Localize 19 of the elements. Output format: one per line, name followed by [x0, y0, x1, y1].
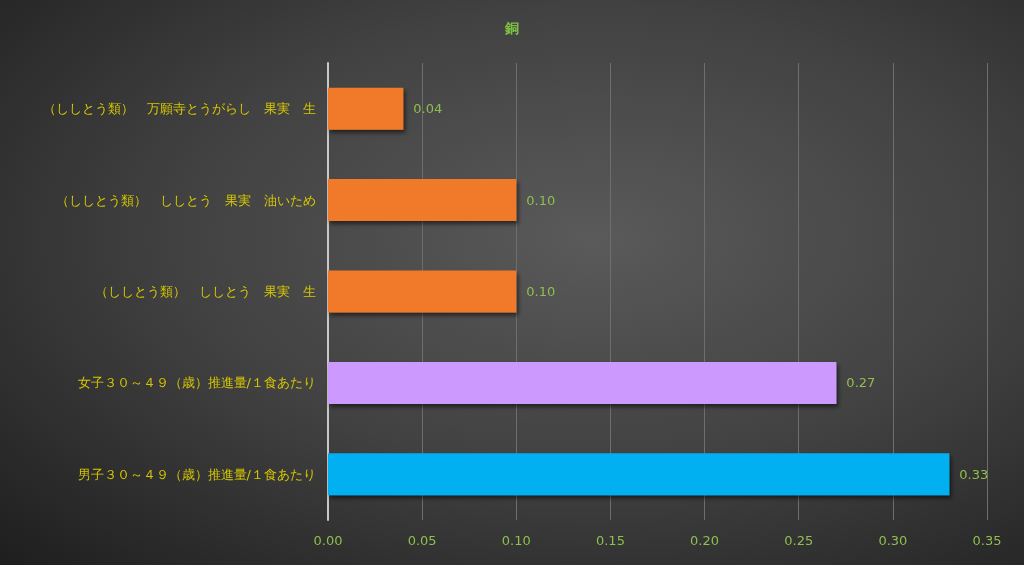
x-tick-label: 0.05 [407, 533, 437, 548]
y-tick-label: （ししとう類） ししとう 果実 生 [95, 284, 316, 299]
x-tick-label: 0.00 [313, 533, 343, 548]
x-tick-label: 0.15 [595, 533, 625, 548]
x-tick-label: 0.30 [878, 533, 908, 548]
chart-title: 銅 [504, 20, 519, 36]
data-label: 0.04 [413, 101, 443, 117]
x-tick-label: 0.35 [972, 533, 1002, 548]
y-tick-label: 男子３０～４９（歳）推進量/１食あたり [77, 466, 316, 482]
y-tick-label: 女子３０～４９（歳）推進量/１食あたり [77, 375, 316, 391]
data-label: 0.10 [526, 284, 556, 299]
y-tick-label: （ししとう類） ししとう 果実 油いため [56, 192, 316, 208]
x-tick-label: 0.25 [784, 533, 814, 548]
data-label: 0.33 [959, 466, 989, 482]
x-tick-label: 0.10 [501, 533, 531, 548]
data-label: 0.27 [846, 375, 876, 391]
y-tick-label: （ししとう類） 万願寺とうがらし 果実 生 [43, 101, 316, 117]
data-label: 0.10 [526, 192, 556, 208]
x-tick-label: 0.20 [690, 533, 720, 548]
